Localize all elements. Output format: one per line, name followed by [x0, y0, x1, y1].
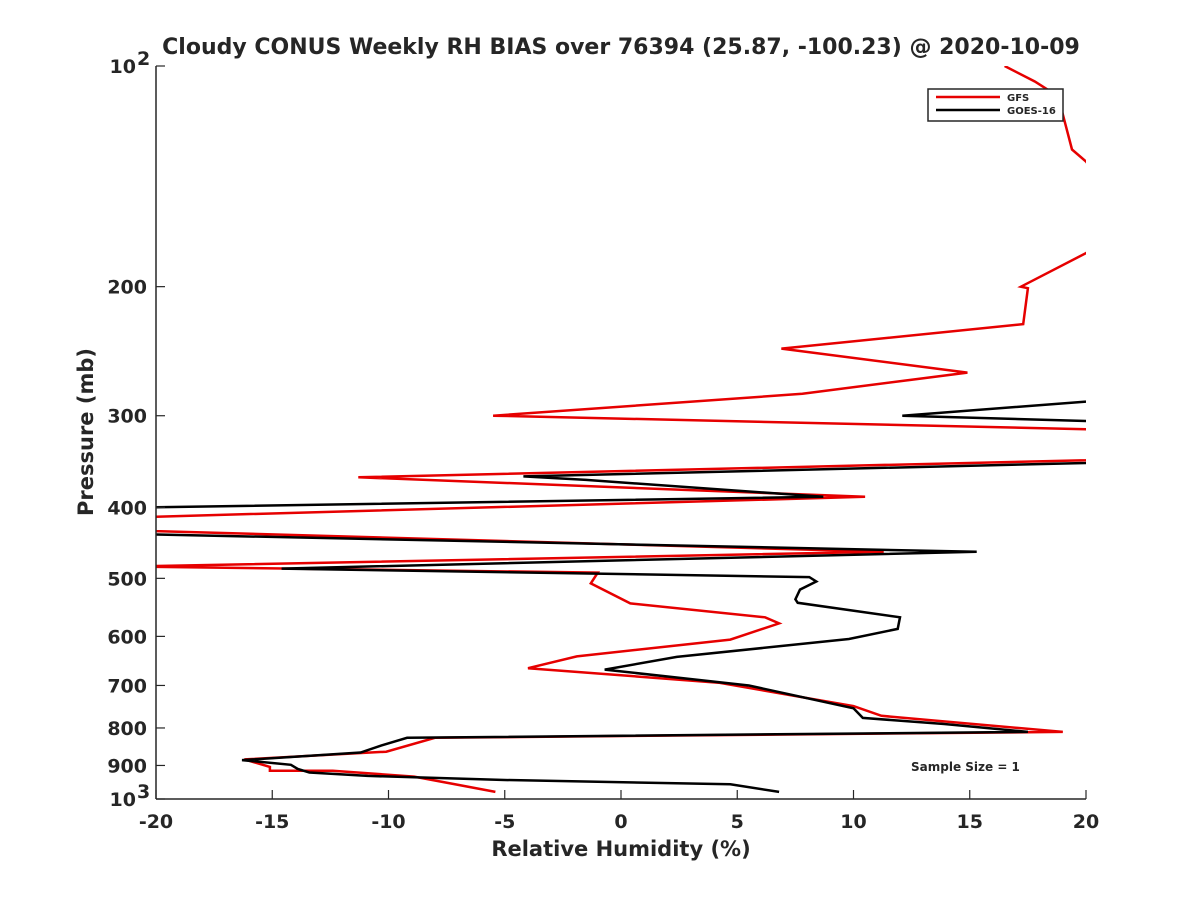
y-tick-exponent-9: 3 — [137, 781, 150, 803]
x-tick-label-4: 0 — [614, 811, 627, 833]
y-tick-label-5: 600 — [107, 626, 147, 648]
series-line-1 — [156, 400, 1086, 794]
legend-box — [927, 88, 1064, 122]
x-tick-label-0: -20 — [139, 811, 173, 833]
y-tick-label-8: 900 — [107, 755, 147, 777]
x-tick-label-7: 15 — [957, 811, 983, 833]
series-line-0 — [156, 66, 1086, 794]
y-axis-label: Pressure (mb) — [74, 348, 98, 516]
x-axis-label: Relative Humidity (%) — [491, 837, 750, 861]
x-tick-label-1: -15 — [255, 811, 289, 833]
x-tick-label-6: 10 — [840, 811, 866, 833]
legend-label-goes16: GOES-16 — [1007, 106, 1056, 117]
x-tick-label-2: -10 — [371, 811, 405, 833]
sample-size-annotation: Sample Size = 1 — [911, 760, 1020, 774]
y-tick-label-9: 10 — [110, 789, 136, 811]
y-tick-exponent-0: 2 — [137, 48, 150, 70]
y-tick-label-3: 400 — [107, 497, 147, 519]
y-tick-label-7: 800 — [107, 718, 147, 740]
x-tick-label-3: -5 — [494, 811, 515, 833]
y-tick-label-2: 300 — [107, 406, 147, 428]
y-tick-label-6: 700 — [107, 675, 147, 697]
chart-title: Cloudy CONUS Weekly RH BIAS over 76394 (… — [162, 35, 1080, 60]
y-tick-label-4: 500 — [107, 568, 147, 590]
y-tick-label-0: 10 — [110, 56, 136, 78]
x-tick-label-8: 20 — [1073, 811, 1099, 833]
legend: GFS GOES-16 — [927, 88, 1064, 122]
series-layer — [156, 66, 1086, 794]
x-tick-label-5: 5 — [731, 811, 744, 833]
y-tick-label-1: 200 — [107, 277, 147, 299]
legend-label-gfs: GFS — [1007, 93, 1029, 104]
